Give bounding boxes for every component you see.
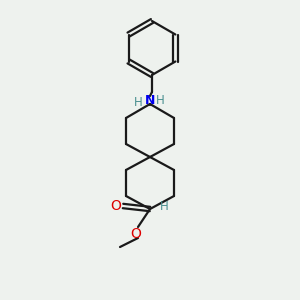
Text: N: N — [145, 94, 155, 106]
Text: H: H — [160, 200, 168, 212]
Text: O: O — [130, 227, 141, 241]
Text: O: O — [111, 199, 122, 213]
Text: H: H — [156, 94, 164, 106]
Text: H: H — [134, 95, 142, 109]
